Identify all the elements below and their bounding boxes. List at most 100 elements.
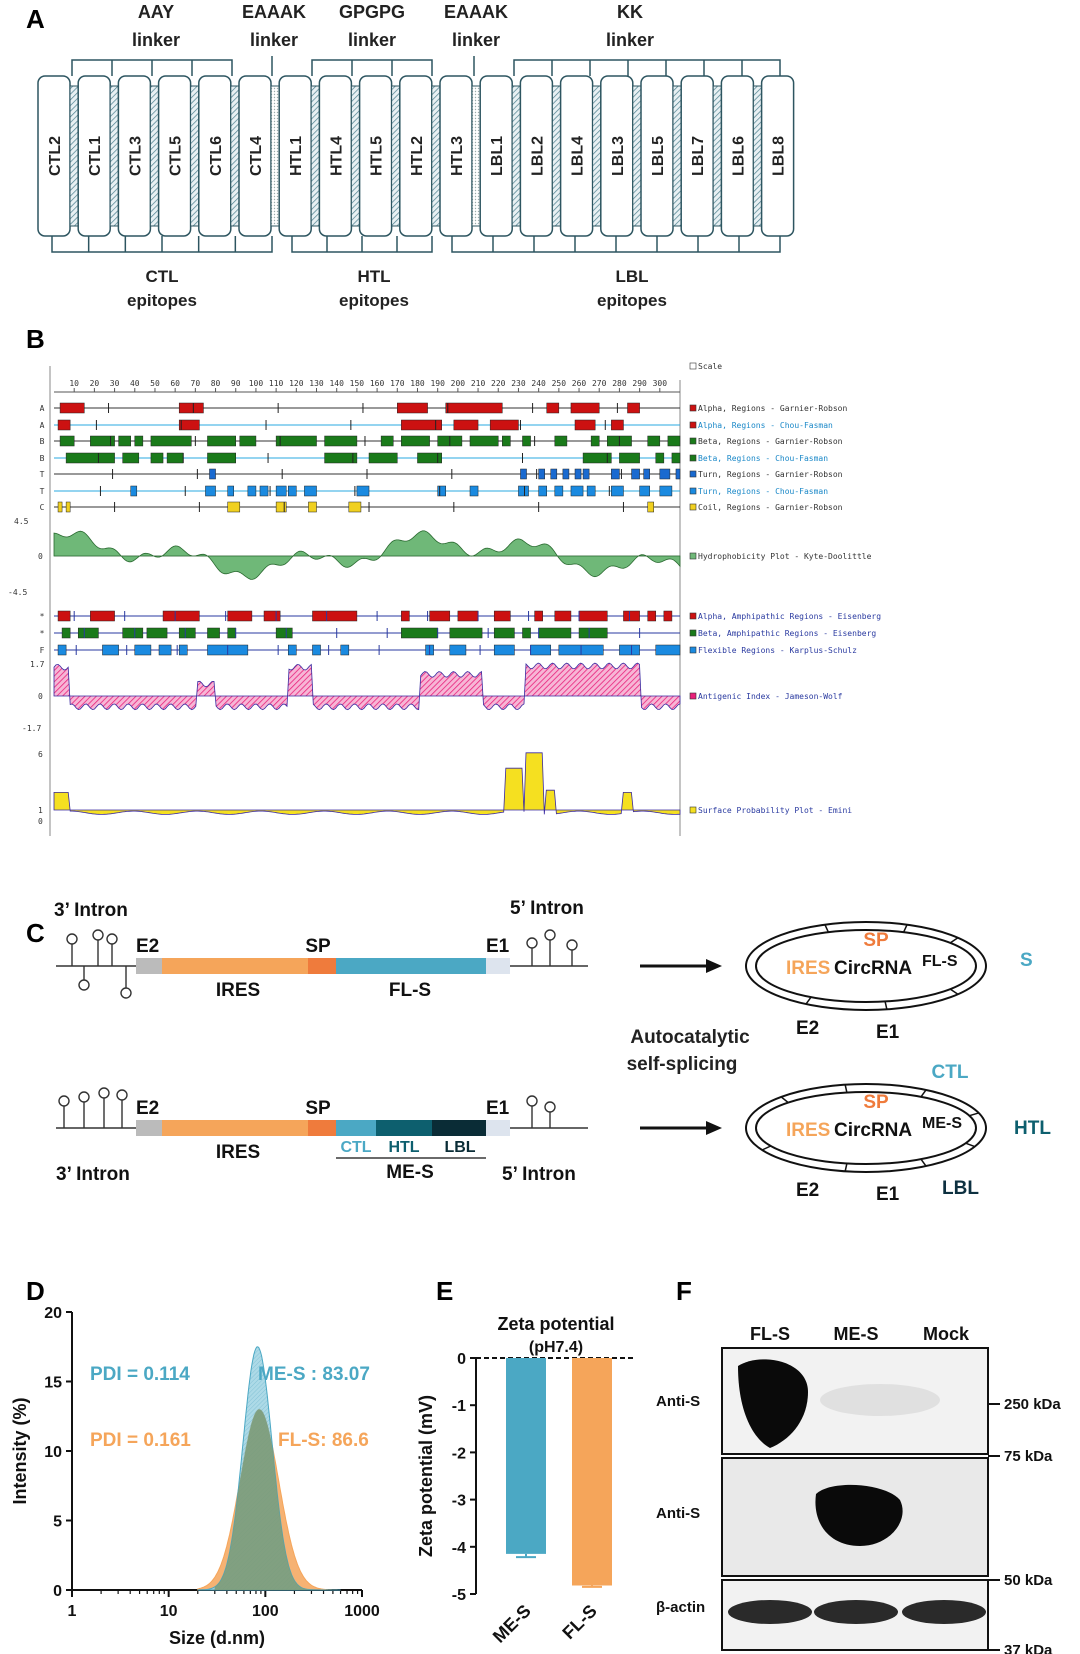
legend-swatch <box>689 362 697 370</box>
panel-f: F FL-S ME-S Mock Anti-S Anti-S β-actin 250 kDa… <box>656 1276 1061 1654</box>
track-region <box>134 644 152 656</box>
track-region <box>122 627 144 639</box>
epitope-blocks: CTL2 CTL1 CTL3 CTL5 CTL6 CTL4 HTL1 HTL4 HTL5 HTL2… <box>37 56 795 253</box>
track-region <box>158 644 172 656</box>
track-region <box>457 610 479 622</box>
hydro-ymax: 4.5 <box>14 517 29 526</box>
track-region <box>348 501 362 513</box>
legend-text: Turn, Regions - Chou-Fasman <box>698 487 828 496</box>
intron-left-label: 3’ Intron <box>54 900 128 921</box>
track-region <box>667 435 681 447</box>
track-region <box>368 452 398 464</box>
track-region <box>209 468 216 480</box>
epitope-block-label: LBL1 <box>489 136 506 176</box>
linker-segment <box>69 85 79 227</box>
y-tick-label: 0 <box>53 1583 62 1600</box>
track-region <box>178 419 200 431</box>
track-region <box>227 501 241 513</box>
scale-tick-label: 130 <box>309 379 324 388</box>
scale-tick-label: 170 <box>390 379 405 388</box>
linker-segment <box>350 85 361 227</box>
hairpin-loop <box>526 937 538 949</box>
y-axis-label: Zeta potential (mV) <box>416 1395 436 1557</box>
cds-label: FL-S <box>389 980 431 1001</box>
intron-right-label: 5’ Intron <box>510 898 584 919</box>
linker-name: EAAAK <box>242 2 306 22</box>
marker-label: 75 kDa <box>1004 1448 1053 1465</box>
legend-text: Beta, Regions - Garnier-Robson <box>698 437 843 446</box>
circrna-inner <box>755 929 977 1003</box>
epitope-block-label: HTL4 <box>328 136 345 176</box>
track-region <box>57 419 71 431</box>
epitope-group-name: CTL <box>145 267 178 286</box>
linker-labels: AAY linker EAAAK linker GPGPG linker EAAAK link… <box>132 2 654 50</box>
lane-label: Mock <box>923 1324 970 1344</box>
exon-e1 <box>486 1120 510 1136</box>
process-line2: self-splicing <box>627 1054 738 1075</box>
epitope-group-word: epitopes <box>339 291 409 310</box>
track-region <box>550 468 558 480</box>
track-region <box>324 435 358 447</box>
linker-segment <box>712 85 722 227</box>
ring-tick <box>780 1096 789 1104</box>
htl-segment <box>376 1120 432 1136</box>
y-tick-label: 0 <box>457 1351 466 1368</box>
panel-label-f: F <box>676 1276 692 1306</box>
panel-b: B 10 20 30 40 50 60 70 80 90 100 110 120 130 140 150 16… <box>8 324 881 836</box>
legend-swatch <box>689 470 697 478</box>
lane-label: ME-S <box>834 1324 879 1344</box>
circ-name: CircRNA <box>834 958 912 979</box>
track-region <box>647 501 654 513</box>
circ-e1-label: E1 <box>876 1184 900 1205</box>
epitope-group-labels: CTL epitopes HTL epitopes LBL epitopes <box>127 267 667 310</box>
hairpin-loop <box>116 1089 128 1101</box>
fls-size-label: FL-S: 86.6 <box>278 1430 369 1451</box>
track-region <box>534 610 543 622</box>
circrna-outer <box>745 921 987 1011</box>
legend-swatch <box>689 612 697 620</box>
track-region <box>570 402 600 414</box>
linker-segment <box>471 85 481 227</box>
band-mes-anti-s <box>815 1484 903 1546</box>
top-bracket <box>513 59 781 76</box>
track-region <box>554 610 572 622</box>
linker-segment <box>632 85 642 227</box>
panel-a: A AAY linker EAAAK linker GPGPG linker EAAAK li… <box>26 2 795 310</box>
legend-swatch <box>689 503 697 511</box>
exon-e1 <box>486 958 510 974</box>
hydro-area <box>53 530 681 580</box>
ires-label: IRES <box>216 980 260 1001</box>
track-region <box>518 485 529 497</box>
track-region <box>675 468 681 480</box>
legend-swatch <box>689 692 697 700</box>
track-region <box>356 485 370 497</box>
x-category-label: ME-S <box>489 1601 535 1647</box>
track-region <box>429 610 451 622</box>
linker-segment <box>431 85 441 227</box>
marker-label: 250 kDa <box>1004 1396 1061 1413</box>
marker-label: 50 kDa <box>1004 1572 1053 1589</box>
ring-tick <box>884 1001 888 1010</box>
track-region <box>130 485 138 497</box>
track-region <box>469 485 479 497</box>
scale-tick-label: 70 <box>191 379 201 388</box>
western-blot: FL-S ME-S Mock Anti-S Anti-S β-actin 250 kDa 75… <box>656 1324 1061 1654</box>
track-region <box>437 485 447 497</box>
linker-segment <box>270 85 280 227</box>
zeta-potential-chart: Zeta potential (pH7.4) 0 -1 -2 -3 -4 -5 Zeta pot… <box>416 1314 636 1647</box>
track-letter: * <box>40 612 45 621</box>
legend-text: Beta, Regions - Chou-Fasman <box>698 454 828 463</box>
track-region <box>380 435 394 447</box>
track-region <box>324 452 358 464</box>
legend-text: Alpha, Regions - Garnier-Robson <box>698 404 847 413</box>
scale-tick-label: 90 <box>231 379 241 388</box>
track-region <box>287 485 297 497</box>
legend-text: Flexible Regions - Karplus-Schulz <box>698 646 857 655</box>
circ-superscript: FL-S <box>922 953 958 970</box>
scale-tick-label: 250 <box>552 379 567 388</box>
epitope-block-label: CTL5 <box>168 136 185 176</box>
circ-lbl-label: LBL <box>942 1178 979 1199</box>
track-region <box>77 627 99 639</box>
legend-text: Alpha, Regions - Chou-Fasman <box>698 421 833 430</box>
track-region <box>275 501 287 513</box>
